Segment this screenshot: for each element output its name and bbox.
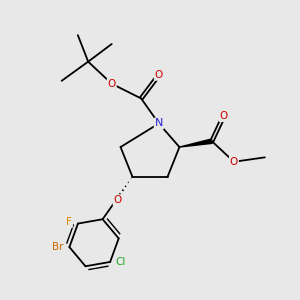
Text: O: O	[108, 79, 116, 89]
Text: O: O	[113, 195, 122, 205]
Text: Br: Br	[52, 242, 64, 252]
Polygon shape	[179, 139, 212, 147]
Text: O: O	[155, 70, 163, 80]
Text: Cl: Cl	[115, 257, 126, 267]
Text: F: F	[66, 217, 72, 227]
Text: O: O	[230, 157, 238, 167]
Text: O: O	[220, 111, 228, 121]
Text: N: N	[154, 118, 163, 128]
